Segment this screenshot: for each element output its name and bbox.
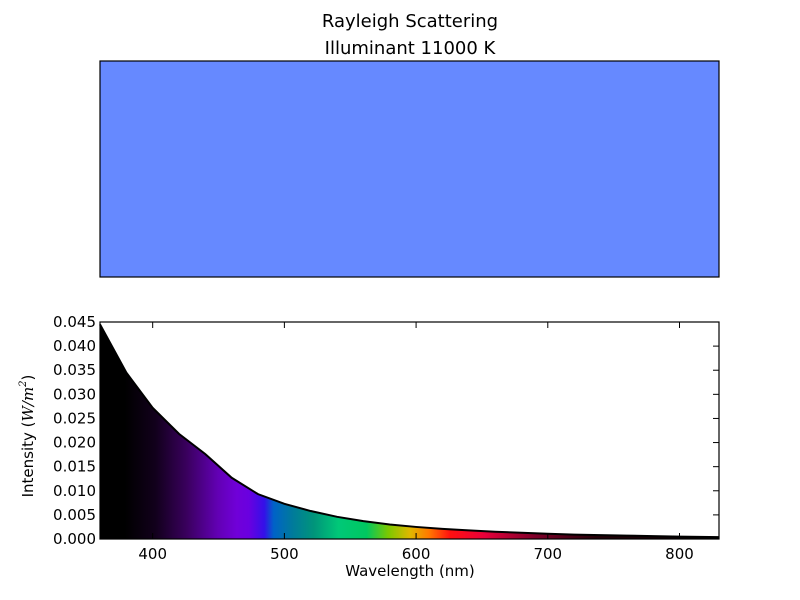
y-tick-label: 0.010	[53, 482, 96, 500]
y-tick-label: 0.000	[53, 530, 96, 548]
spectrum-area	[100, 324, 719, 539]
chart-title: Rayleigh Scattering	[322, 11, 498, 32]
x-tick-label: 800	[665, 545, 694, 563]
y-tick-label: 0.045	[53, 313, 96, 331]
x-axis-label: Wavelength (nm)	[345, 562, 475, 580]
y-axis-ticks: 0.000 0.005 0.010 0.015 0.020 0.025 0.030 0.035…	[53, 313, 719, 548]
spectrum-plot: 400 500 600 700 800 0.000 0.005 0.010 0.015 0.02…	[18, 313, 720, 580]
y-tick-label: 0.035	[53, 361, 96, 379]
y-tick-label: 0.040	[53, 337, 96, 355]
y-axis-label-unit: W/m	[19, 387, 37, 422]
y-axis-label-prefix: Intensity (	[19, 422, 37, 498]
y-tick-label: 0.015	[53, 458, 96, 476]
y-tick-label: 0.025	[53, 409, 96, 427]
spectrum-line	[99, 323, 720, 539]
x-tick-label: 600	[402, 545, 431, 563]
x-tick-label: 500	[270, 545, 299, 563]
y-tick-label: 0.020	[53, 434, 96, 452]
x-axis-ticks: 400 500 600 700 800	[138, 322, 694, 563]
y-axis-label-exponent: 2	[18, 380, 29, 387]
x-tick-label: 700	[533, 545, 562, 563]
x-tick-label: 400	[138, 545, 167, 563]
y-axis-label-suffix: )	[19, 375, 37, 381]
y-tick-label: 0.030	[53, 385, 96, 403]
y-axis-label: Intensity (W/m2)	[18, 375, 37, 498]
plot-frame	[99, 321, 720, 540]
chart-subtitle: Illuminant 11000 K	[325, 38, 497, 59]
color-swatch	[99, 60, 720, 278]
y-tick-label: 0.005	[53, 506, 96, 524]
